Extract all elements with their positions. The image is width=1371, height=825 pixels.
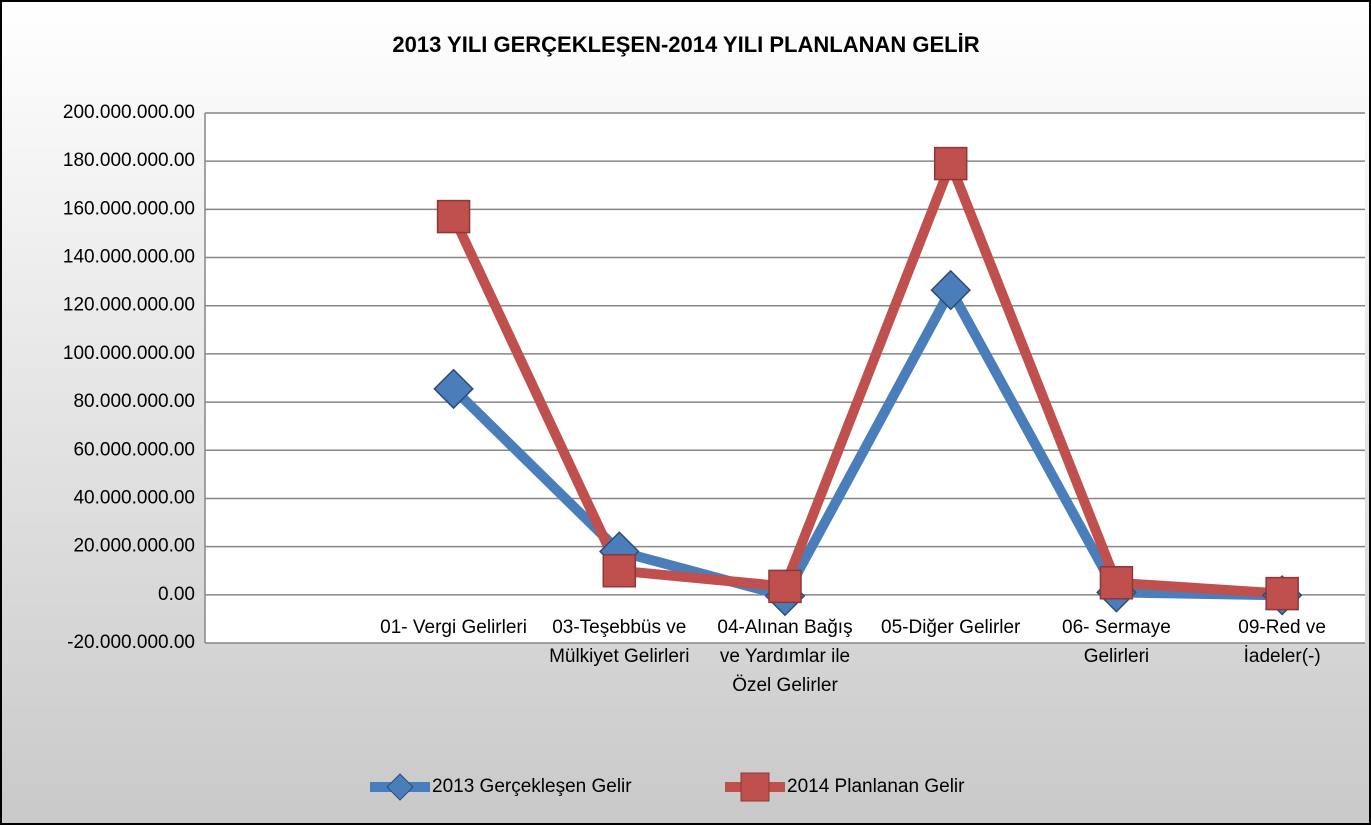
y-tick-label: 180.000.000.00: [63, 150, 195, 171]
y-tick-label: 60.000.000.00: [73, 439, 195, 460]
legend-label: 2014 Planlanan Gelir: [787, 776, 965, 797]
x-tick-label: 05-Diğer Gelirler: [881, 617, 1021, 638]
y-tick-label: -20.000.000.00: [67, 632, 195, 653]
data-point: [602, 553, 637, 588]
data-point: [433, 368, 474, 410]
legend-label: 2013 Gerçekleşen Gelir: [432, 776, 632, 797]
data-point: [436, 199, 471, 234]
x-tick-label: 01- Vergi Gelirleri: [380, 617, 527, 638]
x-tick-label: 09-Red ve İadeler(-): [1238, 617, 1326, 667]
y-tick-label: 140.000.000.00: [63, 247, 195, 268]
plot-area: [205, 113, 1365, 643]
data-point: [930, 269, 971, 311]
y-tick-label: 0.00: [158, 584, 195, 605]
data-point: [768, 569, 802, 604]
chart-title: 2013 YILI GERÇEKLEŞEN-2014 YILI PLANLANA…: [392, 32, 979, 57]
series-line: [450, 285, 1283, 602]
y-tick-label: 120.000.000.00: [63, 295, 195, 316]
y-tick-label: 200.000.000.00: [63, 102, 195, 123]
y-tick-label: 160.000.000.00: [63, 198, 195, 219]
x-tick-label: 06- Sermaye Gelirleri: [1062, 617, 1171, 667]
data-point: [933, 146, 968, 181]
data-point: [1099, 566, 1134, 600]
legend-marker: [740, 772, 770, 802]
x-tick-label: 03-Teşebbüs ve Mülkiyet Gelirleri: [549, 617, 690, 667]
y-tick-label: 20.000.000.00: [73, 536, 195, 557]
y-tick-label: 40.000.000.00: [73, 487, 195, 508]
data-point: [1265, 576, 1299, 611]
series-line: [449, 158, 1283, 599]
y-tick-label: 80.000.000.00: [73, 391, 195, 412]
y-tick-label: 100.000.000.00: [63, 343, 195, 364]
x-tick-label: 04-Alınan Bağış ve Yardımlar ile Özel Ge…: [717, 617, 853, 696]
legend-marker: [386, 773, 414, 801]
